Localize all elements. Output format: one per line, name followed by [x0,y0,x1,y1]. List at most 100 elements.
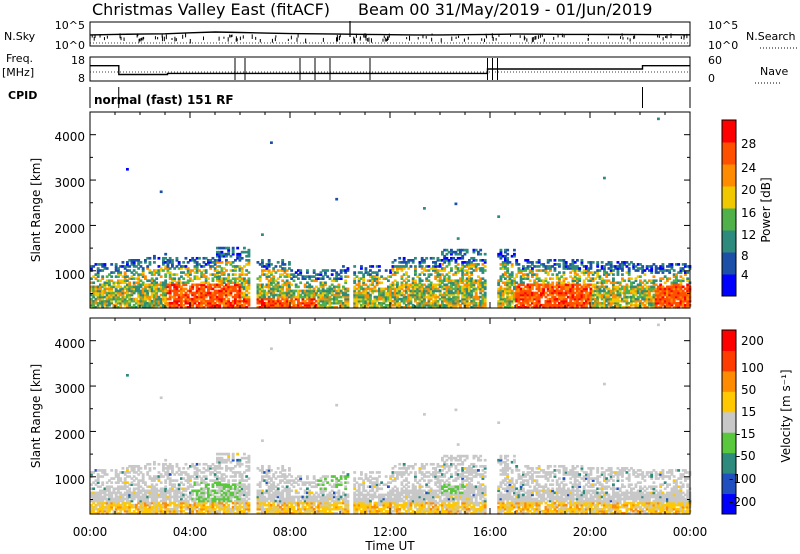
power-cell [630,281,633,285]
power-cell [427,299,431,303]
power-cell [168,293,172,297]
power-cell [418,299,422,303]
power-cell [463,252,467,256]
velocity-cell [90,491,93,495]
power-cell [222,297,226,301]
power-cell [373,303,377,307]
power-cell [614,293,618,297]
power-cell [382,305,386,309]
power-cell [261,297,264,301]
power-cell [389,305,393,309]
power-cell [362,291,366,295]
power-cell [528,295,532,299]
power-cell [573,267,577,270]
power-cell [229,279,233,283]
power-cell [659,291,663,295]
power-cell [342,287,345,291]
power-cell [164,273,168,276]
power-cell [522,303,525,307]
power-cell [463,297,467,301]
velocity-cell [139,479,143,482]
power-cell [571,291,575,295]
power-cell [265,283,269,287]
power-cell [157,283,161,287]
power-cell [544,265,548,268]
power-cell [501,295,505,299]
power-cell [92,295,96,299]
power-cell [247,285,251,289]
power-cell [605,297,609,301]
power-cell [429,305,433,309]
power-cell [573,279,577,283]
power-cell [609,281,613,285]
power-cell [618,267,622,270]
power-cell [641,285,645,289]
power-cell [281,261,285,264]
power-cell [459,289,462,293]
power-cell [409,299,413,303]
power-cell [171,265,174,268]
power-cell [443,291,447,295]
power-cell [454,287,458,291]
power-cell [456,279,460,283]
power-cell [387,297,390,301]
velocity-cell [175,487,179,491]
power-cell [528,271,532,274]
power-cell [247,281,251,285]
power-cell [450,250,453,254]
colorbar-segment [722,274,736,297]
power-cell [450,269,453,272]
power-cell [436,275,440,278]
velocity-cell [132,487,136,491]
power-cell [189,271,192,274]
power-cell [625,303,629,307]
power-cell [461,281,465,285]
power-cell [141,289,145,293]
power-cell [177,283,181,287]
power-cell [105,291,109,295]
power-cell [571,283,575,287]
power-cell [411,295,415,299]
power-cell [650,265,654,268]
power-cell [414,299,417,303]
power-cell [479,305,483,309]
power-cell [591,291,595,295]
velocity-cell [164,495,168,499]
power-cell [684,299,687,303]
power-cell [339,301,343,305]
power-cell [508,279,512,283]
power-cell [236,265,240,268]
power-cell [222,289,226,293]
power-cell [605,285,609,289]
power-cell [468,279,471,283]
velocity-cell [173,511,177,515]
velocity-cell [110,499,114,503]
power-cell [522,277,525,281]
power-cell [454,252,458,256]
velocity-cell [126,471,129,474]
velocity-cell [92,499,96,503]
velocity-cell [171,511,174,515]
velocity-cell [92,509,96,513]
sky-noise-line [89,21,691,44]
power-cell [677,279,681,283]
power-cell [515,295,519,299]
power-cell [155,291,159,295]
power-cell [454,271,458,274]
power-cell [319,283,323,287]
power-cell [317,303,321,307]
velocity-cell [153,462,156,466]
power-cell [603,301,606,305]
power-cell [180,271,183,274]
power-cell [402,297,406,301]
power-cell [416,291,420,295]
power-cell [200,291,204,295]
power-cell [319,273,323,276]
power-cell [326,289,330,293]
power-cell [589,271,593,274]
power-cell [573,301,577,305]
velocity-cell [164,467,168,470]
power-cell [366,279,370,283]
power-cell [229,291,233,295]
power-cell [443,279,447,283]
